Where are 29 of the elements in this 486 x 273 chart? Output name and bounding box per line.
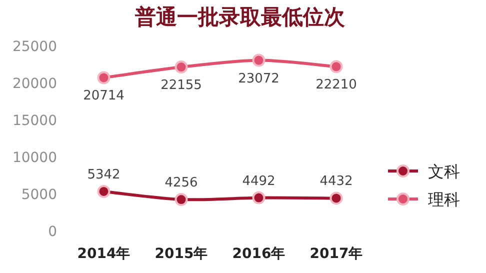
data-label: 22155 (160, 78, 202, 94)
data-label: 23072 (238, 71, 280, 86)
x-tick-label: 2015年 (154, 246, 208, 262)
point (97, 184, 110, 198)
point (330, 60, 343, 74)
legend-label: 文科 (428, 162, 460, 181)
point (174, 60, 188, 74)
y-tick-label: 5000 (21, 187, 57, 203)
data-label: 4432 (320, 174, 353, 190)
point (330, 192, 343, 205)
x-tick-label: 2016年 (232, 246, 286, 262)
y-tick-label: 0 (48, 224, 57, 240)
point (97, 71, 110, 84)
point (174, 193, 188, 206)
y-tick-label: 15000 (12, 113, 57, 129)
y-tick-label: 20000 (12, 76, 57, 92)
point (252, 54, 266, 67)
y-tick-label: 10000 (12, 150, 57, 166)
x-tick-label: 2017年 (310, 246, 363, 262)
legend-label: 理科 (428, 190, 460, 209)
x-tick-label: 2014年 (77, 246, 130, 262)
data-label: 22210 (316, 78, 357, 93)
data-label: 5342 (87, 167, 120, 182)
point (252, 191, 266, 204)
title: 普通一批录取最低位次 (135, 5, 345, 29)
data-label: 4256 (164, 176, 198, 191)
data-label: 20714 (83, 88, 124, 104)
y-tick-label: 25000 (12, 39, 57, 55)
data-label: 4492 (242, 174, 276, 189)
